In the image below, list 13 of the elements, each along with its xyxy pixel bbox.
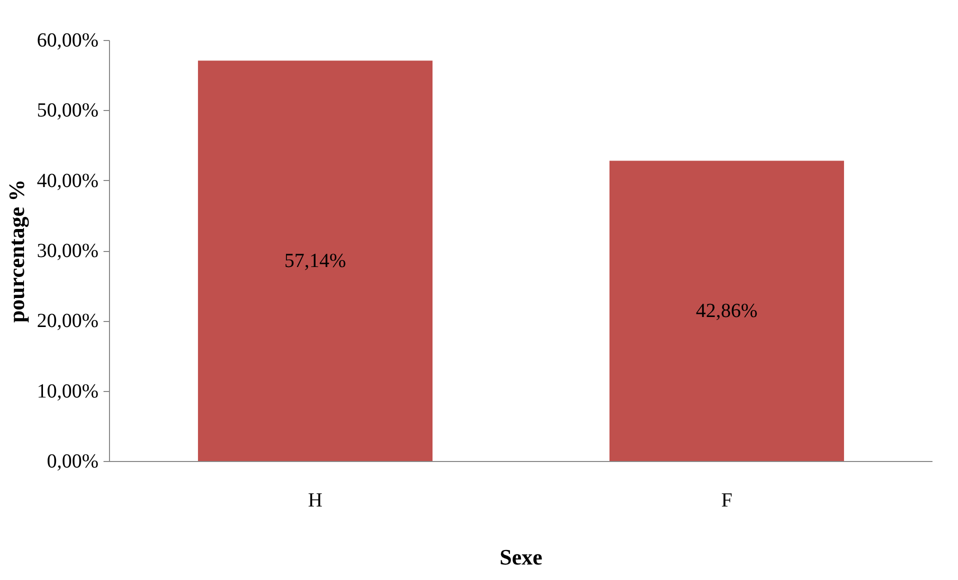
y-tick-label: 50,00% — [36, 100, 99, 122]
x-tick-label: F — [721, 490, 732, 512]
y-tick-label: 30,00% — [36, 240, 99, 262]
x-axis-title: Sexe — [500, 544, 543, 570]
data-label: 42,86% — [696, 300, 758, 322]
y-axis-title: pourcentage % — [4, 179, 29, 323]
y-tick-label: 20,00% — [36, 310, 99, 332]
x-tick-label: H — [308, 490, 322, 512]
data-label: 57,14% — [284, 250, 346, 272]
y-tick-label: 10,00% — [36, 380, 99, 402]
y-tick-label: 0,00% — [46, 450, 99, 472]
y-tick-label: 60,00% — [36, 30, 99, 52]
y-tick-label: 40,00% — [36, 170, 99, 192]
